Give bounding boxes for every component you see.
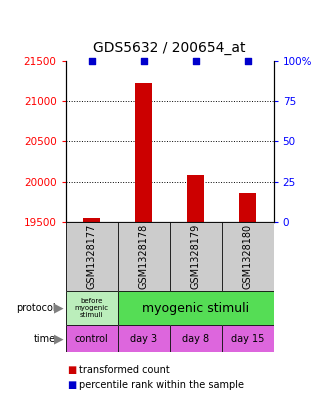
Text: ▶: ▶ bbox=[54, 301, 64, 315]
Point bbox=[193, 58, 198, 64]
Text: percentile rank within the sample: percentile rank within the sample bbox=[79, 380, 244, 389]
Text: transformed count: transformed count bbox=[79, 365, 170, 375]
Text: GDS5632 / 200654_at: GDS5632 / 200654_at bbox=[93, 41, 246, 55]
Text: control: control bbox=[75, 334, 108, 344]
Text: before
myogenic
stimuli: before myogenic stimuli bbox=[75, 298, 109, 318]
Text: day 3: day 3 bbox=[130, 334, 157, 344]
Bar bbox=[187, 175, 204, 222]
Text: ■: ■ bbox=[67, 365, 76, 375]
Text: GSM1328178: GSM1328178 bbox=[139, 224, 148, 289]
Text: day 15: day 15 bbox=[231, 334, 264, 344]
Point bbox=[245, 58, 250, 64]
Text: time: time bbox=[34, 334, 56, 344]
Bar bbox=[239, 193, 256, 222]
Point bbox=[141, 58, 146, 64]
Text: GSM1328179: GSM1328179 bbox=[191, 224, 201, 289]
Point bbox=[89, 58, 94, 64]
Text: myogenic stimuli: myogenic stimuli bbox=[142, 301, 249, 315]
Text: GSM1328180: GSM1328180 bbox=[243, 224, 252, 289]
Text: protocol: protocol bbox=[16, 303, 56, 313]
Text: day 8: day 8 bbox=[182, 334, 209, 344]
Text: ■: ■ bbox=[67, 380, 76, 389]
Bar bbox=[135, 83, 152, 222]
Text: ▶: ▶ bbox=[54, 332, 64, 345]
Text: GSM1328177: GSM1328177 bbox=[87, 224, 97, 289]
Bar bbox=[83, 219, 100, 222]
